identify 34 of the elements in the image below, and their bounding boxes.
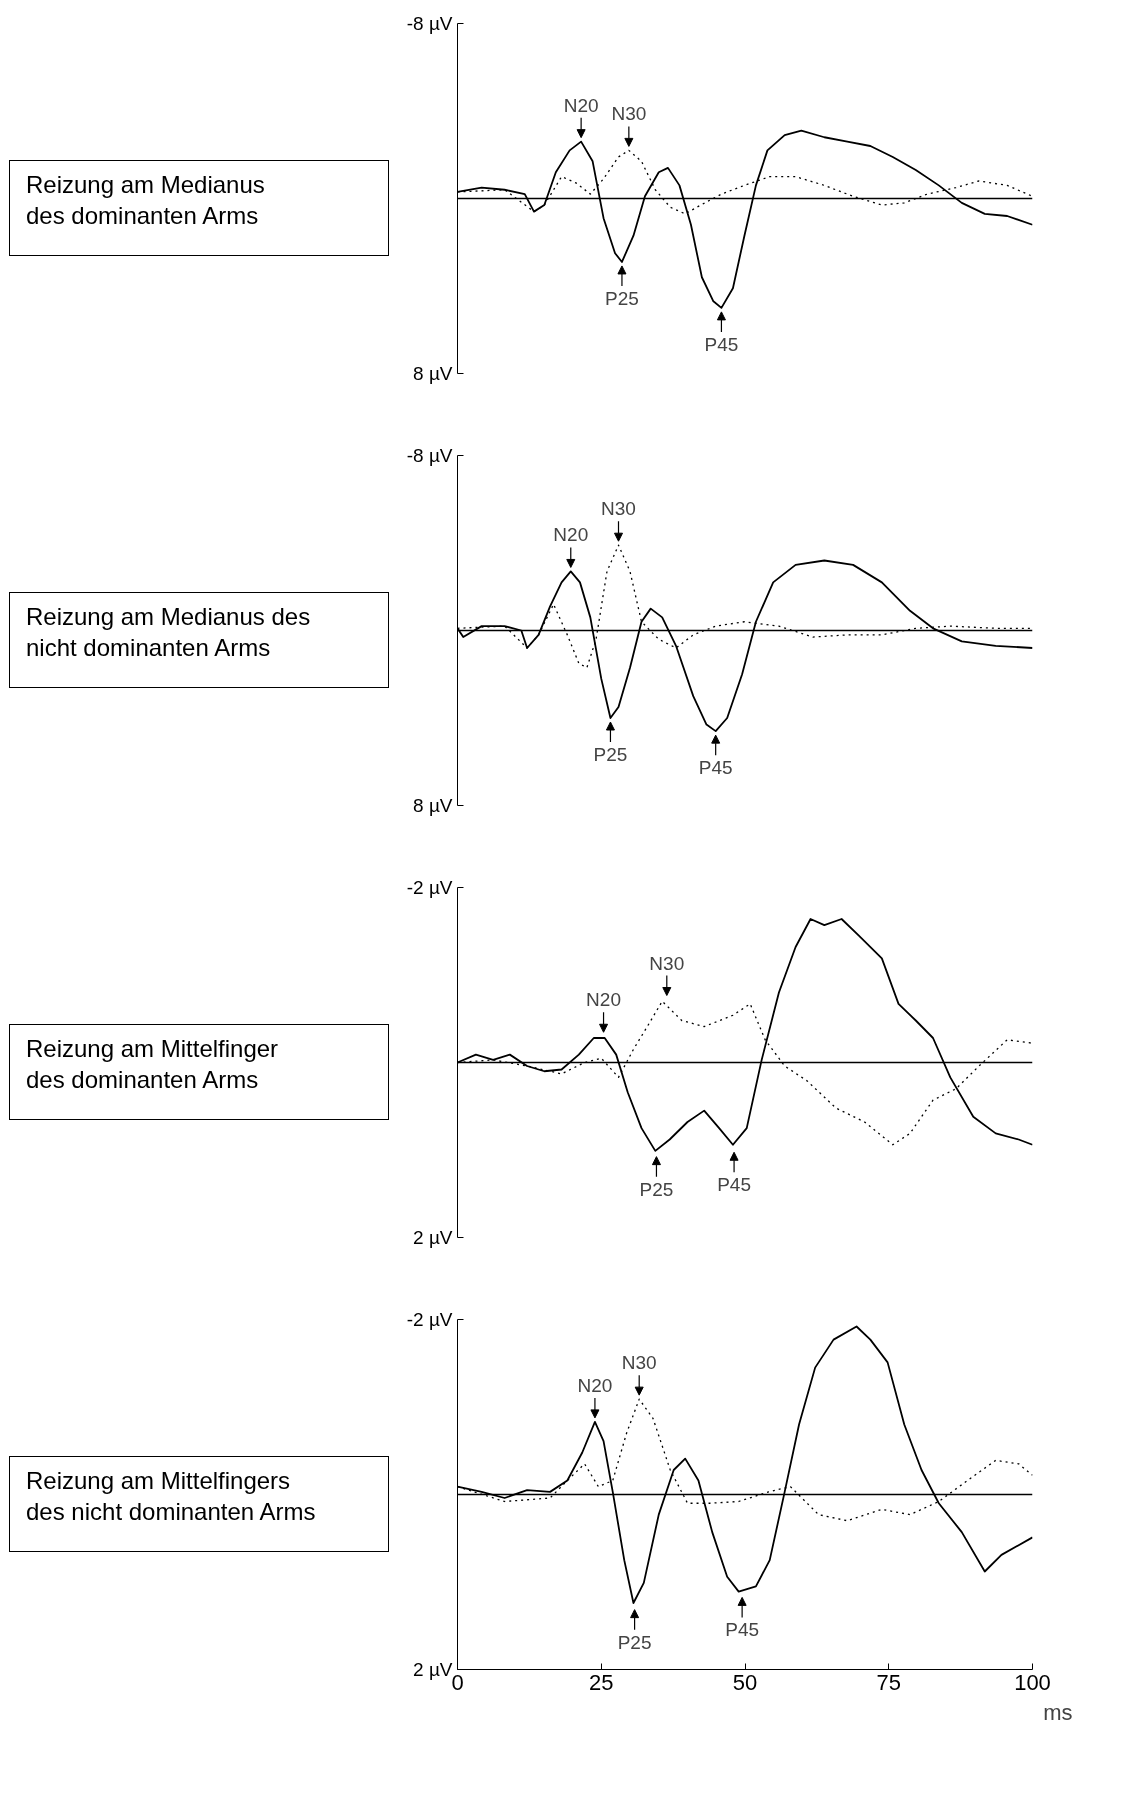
text: Reizung am Medianus des dominanten Arms — [26, 170, 265, 232]
y-tick-label: -8 µV — [406, 445, 453, 466]
x-tick-label: 25 — [589, 1669, 614, 1695]
annotation: N30 — [621, 1352, 657, 1374]
annotation: P45 — [698, 757, 733, 779]
annotation: N30 — [649, 952, 685, 974]
x-tick-label: 100 — [1014, 1669, 1051, 1695]
y-tick-label: -2 µV — [406, 1309, 453, 1330]
annotation: N20 — [553, 524, 589, 546]
annotation: N30 — [601, 498, 636, 520]
annotation: N20 — [563, 94, 599, 116]
text: Reizung am Mittelfinger des dominanten Arms — [26, 1034, 279, 1096]
annotation: P25 — [617, 1631, 652, 1653]
annotation: P25 — [639, 1178, 674, 1200]
annotation: P25 — [605, 287, 639, 309]
annotation: P45 — [704, 333, 739, 355]
y-tick-label: 8 µV — [413, 363, 453, 384]
y-tick-label: 8 µV — [413, 795, 453, 816]
annotation: N30 — [611, 103, 647, 125]
y-tick-label: 2 µV — [413, 1659, 453, 1680]
annotation: P25 — [593, 744, 628, 765]
y-tick-label: -2 µV — [406, 877, 453, 898]
text: Reizung am Mittelfingers des nicht dominanten Arms — [26, 1466, 316, 1528]
y-tick-label: -8 µV — [406, 13, 453, 34]
annotation: P45 — [717, 1174, 751, 1196]
x-tick-label: 50 — [732, 1669, 758, 1695]
annotation: N20 — [577, 1374, 613, 1396]
x-axis-title: ms — [1043, 1699, 1073, 1725]
y-tick-label: 2 µV — [413, 1227, 453, 1248]
annotation: N20 — [586, 989, 621, 1011]
x-tick-label: 0 — [451, 1669, 464, 1695]
annotation: P45 — [725, 1619, 760, 1641]
text: Reizung am Medianus des nicht dominanten Arms — [26, 602, 311, 664]
x-tick-label: 75 — [876, 1669, 901, 1695]
